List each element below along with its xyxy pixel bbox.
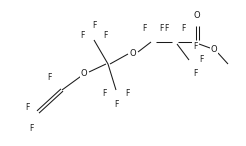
Text: F: F [81, 32, 85, 40]
Text: O: O [211, 46, 217, 54]
Text: F: F [48, 73, 52, 82]
Text: F: F [181, 24, 185, 33]
Text: F: F [30, 124, 34, 133]
Text: F: F [165, 24, 169, 33]
Text: O: O [194, 11, 200, 20]
Text: F: F [114, 100, 118, 109]
Text: F: F [92, 21, 96, 30]
Text: F: F [125, 89, 129, 99]
Text: F: F [193, 69, 197, 78]
Text: O: O [130, 49, 136, 59]
Text: F: F [159, 24, 163, 33]
Text: O: O [81, 69, 87, 79]
Text: F: F [199, 55, 203, 65]
Text: F: F [103, 89, 107, 99]
Text: F: F [193, 42, 197, 51]
Text: F: F [143, 24, 147, 33]
Text: F: F [103, 32, 107, 40]
Text: F: F [26, 102, 30, 112]
